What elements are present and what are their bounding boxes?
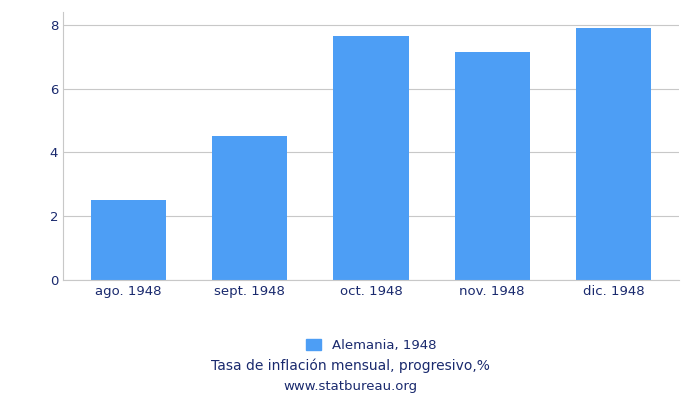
Text: Tasa de inflación mensual, progresivo,%: Tasa de inflación mensual, progresivo,% — [211, 358, 489, 373]
Bar — [91, 200, 166, 280]
Legend: Alemania, 1948: Alemania, 1948 — [300, 334, 442, 357]
Bar — [212, 136, 288, 280]
Bar — [576, 28, 651, 280]
Bar — [454, 52, 530, 280]
Text: www.statbureau.org: www.statbureau.org — [283, 380, 417, 393]
Bar — [333, 36, 409, 280]
